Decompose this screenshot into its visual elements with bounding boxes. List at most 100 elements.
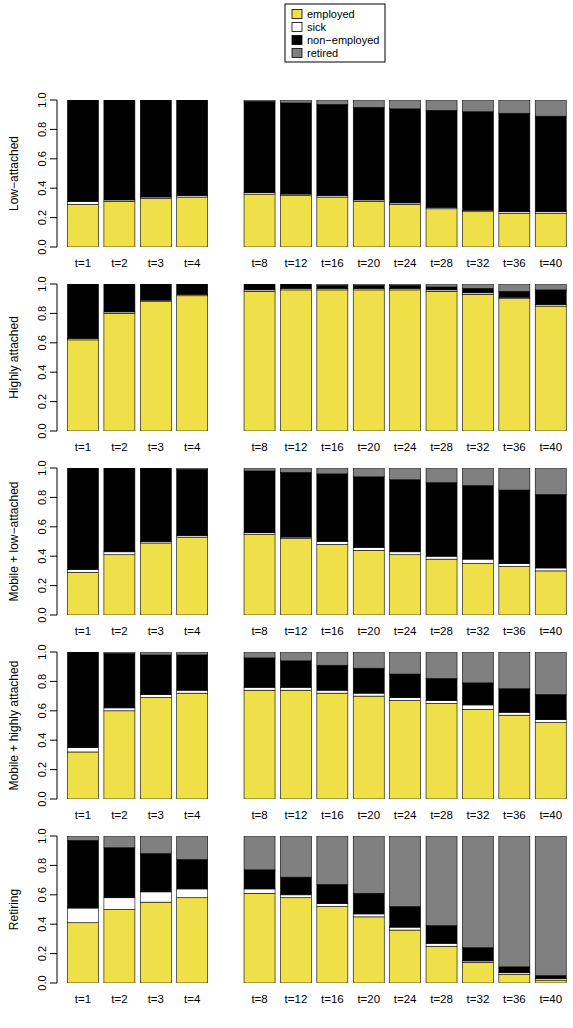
x-tick-label: t=12 xyxy=(285,257,308,269)
bar-segment: employed xyxy=(353,290,384,431)
bar-segment: employed xyxy=(104,910,135,984)
y-tick-label: 0.2 xyxy=(36,946,48,961)
bar-segment: retired xyxy=(390,836,421,907)
x-tick-label: t=16 xyxy=(321,809,344,821)
bar-segment: non−employed xyxy=(68,652,99,748)
bar-segment: non−employed xyxy=(462,288,493,292)
y-axis xyxy=(57,100,58,247)
legend-label: sick xyxy=(307,21,326,33)
bar-segment: non−employed xyxy=(280,103,311,194)
x-tick-label: t=16 xyxy=(321,993,344,1005)
bar-segment: non−employed xyxy=(280,472,311,537)
legend: employedsicknon−employedretired xyxy=(285,4,385,62)
bar-segment: sick xyxy=(426,556,457,559)
y-axis xyxy=(57,284,58,431)
bar-segment: retired xyxy=(140,652,171,655)
legend-box xyxy=(285,4,385,62)
x-tick-label: t=32 xyxy=(467,257,490,269)
y-tick-label: 0.0 xyxy=(36,607,48,622)
x-tick-label: t=24 xyxy=(394,441,417,453)
bar-segment: sick xyxy=(280,687,311,690)
bar-segment: employed xyxy=(104,313,135,431)
bar-segment: non−employed xyxy=(140,284,171,300)
x-tick-label: t=32 xyxy=(467,993,490,1005)
bar-segment: employed xyxy=(462,212,493,247)
panel: 0.00.20.40.60.81.0Highly attachedemploye… xyxy=(7,276,566,453)
y-tick xyxy=(50,372,57,373)
bars: employed sick non−employed retired employed s… xyxy=(68,836,567,983)
x-tick-label: t=24 xyxy=(394,257,417,269)
y-tick-label: 1.0 xyxy=(36,460,48,475)
x-tick-label: t=28 xyxy=(430,625,453,637)
bar-segment: sick xyxy=(140,892,171,902)
bar-segment: retired xyxy=(390,284,421,285)
y-tick-label: 0.8 xyxy=(36,490,48,505)
bar-segment: non−employed xyxy=(68,284,99,338)
legend-swatch xyxy=(292,10,302,19)
bar-segment: retired xyxy=(177,100,208,101)
bar-segment: retired xyxy=(535,468,566,494)
bar-segment: employed xyxy=(317,907,348,983)
bar-segment: retired xyxy=(280,100,311,103)
bar-segment: non−employed xyxy=(244,658,275,687)
bar-segment: retired xyxy=(317,468,348,474)
x-tick-label: t=2 xyxy=(111,625,127,637)
x-tick-label: t=8 xyxy=(251,257,267,269)
panel: 0.00.20.40.60.81.0Low−attachedemployedsi… xyxy=(7,92,566,269)
y-tick xyxy=(50,188,57,189)
bar-segment: employed xyxy=(499,566,530,615)
bar-segment: non−employed xyxy=(535,494,566,567)
y-tick-label: 0.6 xyxy=(36,887,48,902)
x-tick-label: t=1 xyxy=(75,809,91,821)
bar-segment: retired xyxy=(68,836,99,840)
bar-segment: sick xyxy=(177,889,208,898)
bar-segment: employed xyxy=(68,340,99,431)
bar-segment: employed xyxy=(462,294,493,431)
y-tick-label: 0.2 xyxy=(36,394,48,409)
y-tick-label: 0.0 xyxy=(36,975,48,990)
bar-segment: retired xyxy=(68,284,99,285)
x-tick-label: t=36 xyxy=(503,993,526,1005)
bar-segment: retired xyxy=(426,284,457,287)
y-tick xyxy=(50,740,57,741)
bar-segment: non−employed xyxy=(462,112,493,210)
bar-segment: sick xyxy=(499,712,530,715)
bar-segment: employed xyxy=(353,201,384,247)
bar-segment: non−employed xyxy=(280,877,311,895)
bar-segment: employed xyxy=(244,893,275,983)
y-tick-label: 0.2 xyxy=(36,210,48,225)
x-tick-label: t=16 xyxy=(321,257,344,269)
bar-segment: non−employed xyxy=(499,490,530,564)
bar-segment: employed xyxy=(390,290,421,431)
bar-segment: employed xyxy=(390,701,421,799)
bar-segment: sick xyxy=(390,698,421,701)
bar-segment: sick xyxy=(462,559,493,563)
bar-segment: sick xyxy=(535,720,566,723)
bar-segment: non−employed xyxy=(280,661,311,687)
bar-segment: retired xyxy=(68,100,99,101)
y-tick xyxy=(50,769,57,770)
bar-segment: non−employed xyxy=(426,287,457,290)
legend-label: retired xyxy=(307,47,338,59)
y-tick xyxy=(50,836,57,837)
bar-segment: retired xyxy=(280,652,311,661)
x-tick-label: t=4 xyxy=(184,441,201,453)
bar-segment: non−employed xyxy=(535,116,566,212)
bar-segment: employed xyxy=(68,204,99,247)
bar-segment: employed xyxy=(426,946,457,983)
bar-segment: retired xyxy=(177,468,208,469)
bar-segment: non−employed xyxy=(317,665,348,690)
x-tick-label: t=20 xyxy=(357,257,380,269)
bar-segment: retired xyxy=(317,836,348,885)
bar-segment: employed xyxy=(535,723,566,799)
y-tick xyxy=(50,431,57,432)
bar-segment: employed xyxy=(177,693,208,799)
y-axis-label: Mobile + low−attached xyxy=(7,481,21,601)
bar-segment: non−employed xyxy=(317,285,348,288)
bar-segment: retired xyxy=(390,468,421,480)
x-tick-label: t=20 xyxy=(357,809,380,821)
y-tick xyxy=(50,585,57,586)
y-tick-label: 1.0 xyxy=(36,92,48,107)
x-tick-label: t=3 xyxy=(148,625,164,637)
bar-segment: employed xyxy=(280,690,311,799)
